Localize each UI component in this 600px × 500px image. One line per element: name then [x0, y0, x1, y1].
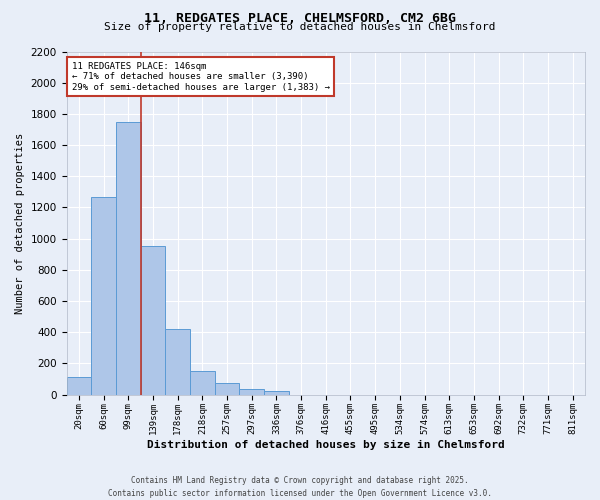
Bar — [116, 122, 140, 394]
Bar — [91, 196, 116, 394]
Bar — [239, 388, 264, 394]
Text: Size of property relative to detached houses in Chelmsford: Size of property relative to detached ho… — [104, 22, 496, 32]
Y-axis label: Number of detached properties: Number of detached properties — [15, 132, 25, 314]
Bar — [264, 392, 289, 394]
X-axis label: Distribution of detached houses by size in Chelmsford: Distribution of detached houses by size … — [147, 440, 505, 450]
Text: 11 REDGATES PLACE: 146sqm
← 71% of detached houses are smaller (3,390)
29% of se: 11 REDGATES PLACE: 146sqm ← 71% of detac… — [72, 62, 330, 92]
Bar — [67, 378, 91, 394]
Text: 11, REDGATES PLACE, CHELMSFORD, CM2 6BG: 11, REDGATES PLACE, CHELMSFORD, CM2 6BG — [144, 12, 456, 26]
Text: Contains HM Land Registry data © Crown copyright and database right 2025.
Contai: Contains HM Land Registry data © Crown c… — [108, 476, 492, 498]
Bar — [140, 246, 165, 394]
Bar — [165, 329, 190, 394]
Bar — [215, 383, 239, 394]
Bar — [190, 371, 215, 394]
